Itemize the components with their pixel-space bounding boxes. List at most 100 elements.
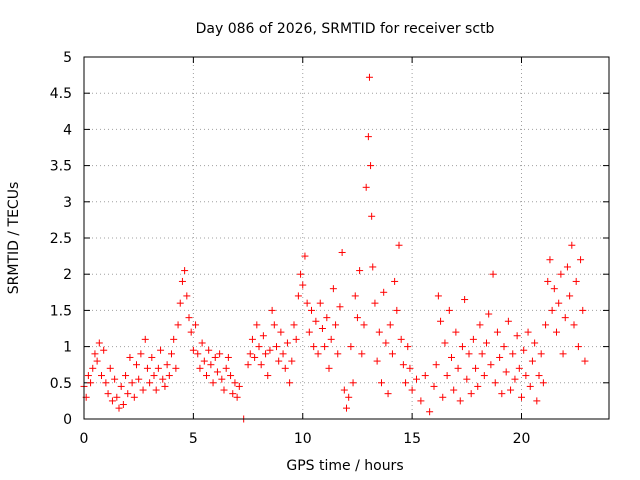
data-point: [222, 364, 230, 372]
data-point: [469, 335, 477, 343]
data-point: [111, 375, 119, 383]
data-point: [235, 382, 243, 390]
data-point: [507, 386, 515, 394]
data-point: [200, 357, 208, 365]
data-point: [297, 270, 305, 278]
x-tick-label: 15: [403, 431, 421, 447]
data-point: [454, 364, 462, 372]
data-point: [434, 292, 442, 300]
data-point: [356, 267, 364, 275]
data-point: [570, 321, 578, 329]
data-point: [395, 241, 403, 249]
data-point: [308, 306, 315, 314]
data-point: [566, 292, 574, 300]
data-point: [117, 382, 125, 390]
data-point: [91, 350, 99, 358]
x-axis-label: GPS time / hours: [286, 458, 403, 474]
data-point: [528, 357, 536, 365]
axis-ticks: 0 5 10 15 20 0 0.5 1 1.5 2 2.5 3 3.5 4 4.5 5: [50, 50, 609, 447]
data-point: [196, 364, 204, 372]
data-point: [231, 379, 239, 387]
data-point: [246, 350, 254, 358]
data-point: [388, 350, 396, 358]
data-point: [323, 314, 331, 322]
data-point: [148, 353, 156, 361]
data-point: [513, 332, 521, 340]
data-point: [557, 270, 565, 278]
data-point: [553, 328, 560, 336]
y-tick-label: 2: [63, 267, 72, 283]
data-point: [106, 364, 114, 372]
data-point: [281, 364, 289, 372]
data-point: [509, 350, 517, 358]
y-tick-label: 4: [63, 122, 72, 138]
data-point: [286, 379, 294, 387]
data-point: [170, 335, 178, 343]
data-point: [152, 386, 160, 394]
data-point: [404, 343, 412, 351]
data-point: [266, 346, 274, 354]
data-point: [130, 393, 138, 401]
data-point: [472, 364, 480, 372]
data-point: [163, 361, 171, 369]
data-point: [119, 401, 127, 409]
data-point: [456, 397, 464, 405]
data-point: [292, 335, 300, 343]
data-point: [458, 343, 466, 351]
data-point: [518, 393, 525, 401]
data-point: [421, 372, 429, 380]
y-tick-label: 0.5: [50, 376, 72, 392]
data-point: [502, 368, 510, 376]
data-point: [301, 252, 309, 260]
data-point: [465, 350, 473, 358]
data-point: [384, 390, 392, 398]
y-tick-label: 1.5: [50, 303, 72, 319]
data-point: [316, 299, 324, 307]
data-point: [213, 368, 221, 376]
data-point: [102, 379, 110, 387]
data-point: [461, 296, 469, 304]
data-point: [432, 361, 440, 369]
data-point: [526, 382, 534, 390]
data-point: [336, 303, 344, 311]
data-point: [380, 288, 388, 296]
data-point: [264, 372, 272, 380]
data-point: [450, 386, 458, 394]
data-point: [84, 372, 92, 380]
data-point: [577, 256, 585, 264]
data-point: [314, 350, 322, 358]
data-point: [124, 390, 132, 398]
data-point: [426, 408, 434, 416]
data-point: [574, 343, 582, 351]
data-point: [174, 321, 182, 329]
data-point: [485, 310, 493, 318]
data-point: [531, 339, 539, 347]
data-point: [273, 343, 280, 351]
data-point: [349, 379, 357, 387]
data-point: [430, 382, 438, 390]
data-point: [520, 346, 528, 354]
data-point: [399, 361, 407, 369]
data-point: [233, 393, 241, 401]
data-point: [347, 343, 355, 351]
data-point: [108, 397, 116, 405]
data-point: [441, 339, 449, 347]
data-point: [555, 299, 563, 307]
data-point: [546, 256, 554, 264]
y-tick-label: 3.5: [50, 159, 72, 175]
data-point: [257, 361, 265, 369]
data-point: [209, 379, 217, 387]
data-point: [303, 299, 311, 307]
data-point: [279, 350, 287, 358]
data-point: [375, 328, 383, 336]
data-point: [533, 397, 541, 405]
data-point: [220, 386, 228, 394]
data-point: [98, 372, 105, 380]
data-point: [332, 321, 340, 329]
data-point: [294, 292, 302, 300]
data-point: [378, 379, 385, 387]
data-point: [579, 306, 587, 314]
data-point: [275, 357, 283, 365]
data-point: [329, 285, 337, 293]
